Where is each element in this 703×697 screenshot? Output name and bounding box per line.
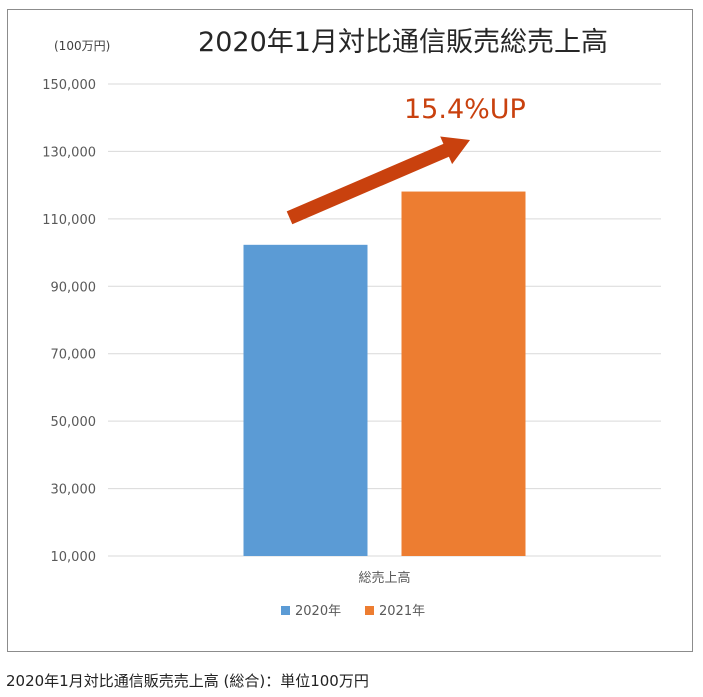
y-tick-label: 30,000 xyxy=(51,483,97,498)
y-tick-label: 110,000 xyxy=(42,213,96,228)
y-tick-label: 10,000 xyxy=(51,550,97,565)
y-tick-label: 50,000 xyxy=(51,415,97,430)
y-axis-unit-label: (100万円) xyxy=(54,39,110,53)
chart-title: 2020年1月対比通信販売総売上高 xyxy=(198,27,608,58)
legend-swatch xyxy=(365,606,374,615)
legend-swatch xyxy=(281,606,290,615)
bars xyxy=(243,191,526,556)
category-label: 総売上高 xyxy=(358,570,410,586)
legend-label: 2021年 xyxy=(379,604,425,619)
legend: 2020年 2021年 xyxy=(281,604,425,619)
gridlines xyxy=(108,83,661,557)
figure-caption: 2020年1月対比通信販売売上高 (総合)：単位100万円 xyxy=(6,672,369,690)
y-tick-label: 90,000 xyxy=(51,280,97,295)
annotation-text: 15.4%UP xyxy=(404,94,526,125)
y-tick-labels: 10,000 30,000 50,000 70,000 90,000 110,000 130… xyxy=(42,78,96,565)
y-tick-label: 70,000 xyxy=(51,348,97,363)
chart: 2020年1月対比通信販売総売上高 (100万円) 10,000 30,000 50… xyxy=(42,27,661,619)
category-labels: 総売上高 xyxy=(358,570,410,586)
annotation: 15.4%UP xyxy=(286,94,526,225)
increase-arrow xyxy=(286,136,470,225)
bar-2020年 xyxy=(243,244,368,556)
legend-label: 2020年 xyxy=(295,604,341,619)
y-tick-label: 150,000 xyxy=(42,78,96,93)
y-tick-label: 130,000 xyxy=(42,145,96,160)
bar-2021年 xyxy=(401,191,526,556)
